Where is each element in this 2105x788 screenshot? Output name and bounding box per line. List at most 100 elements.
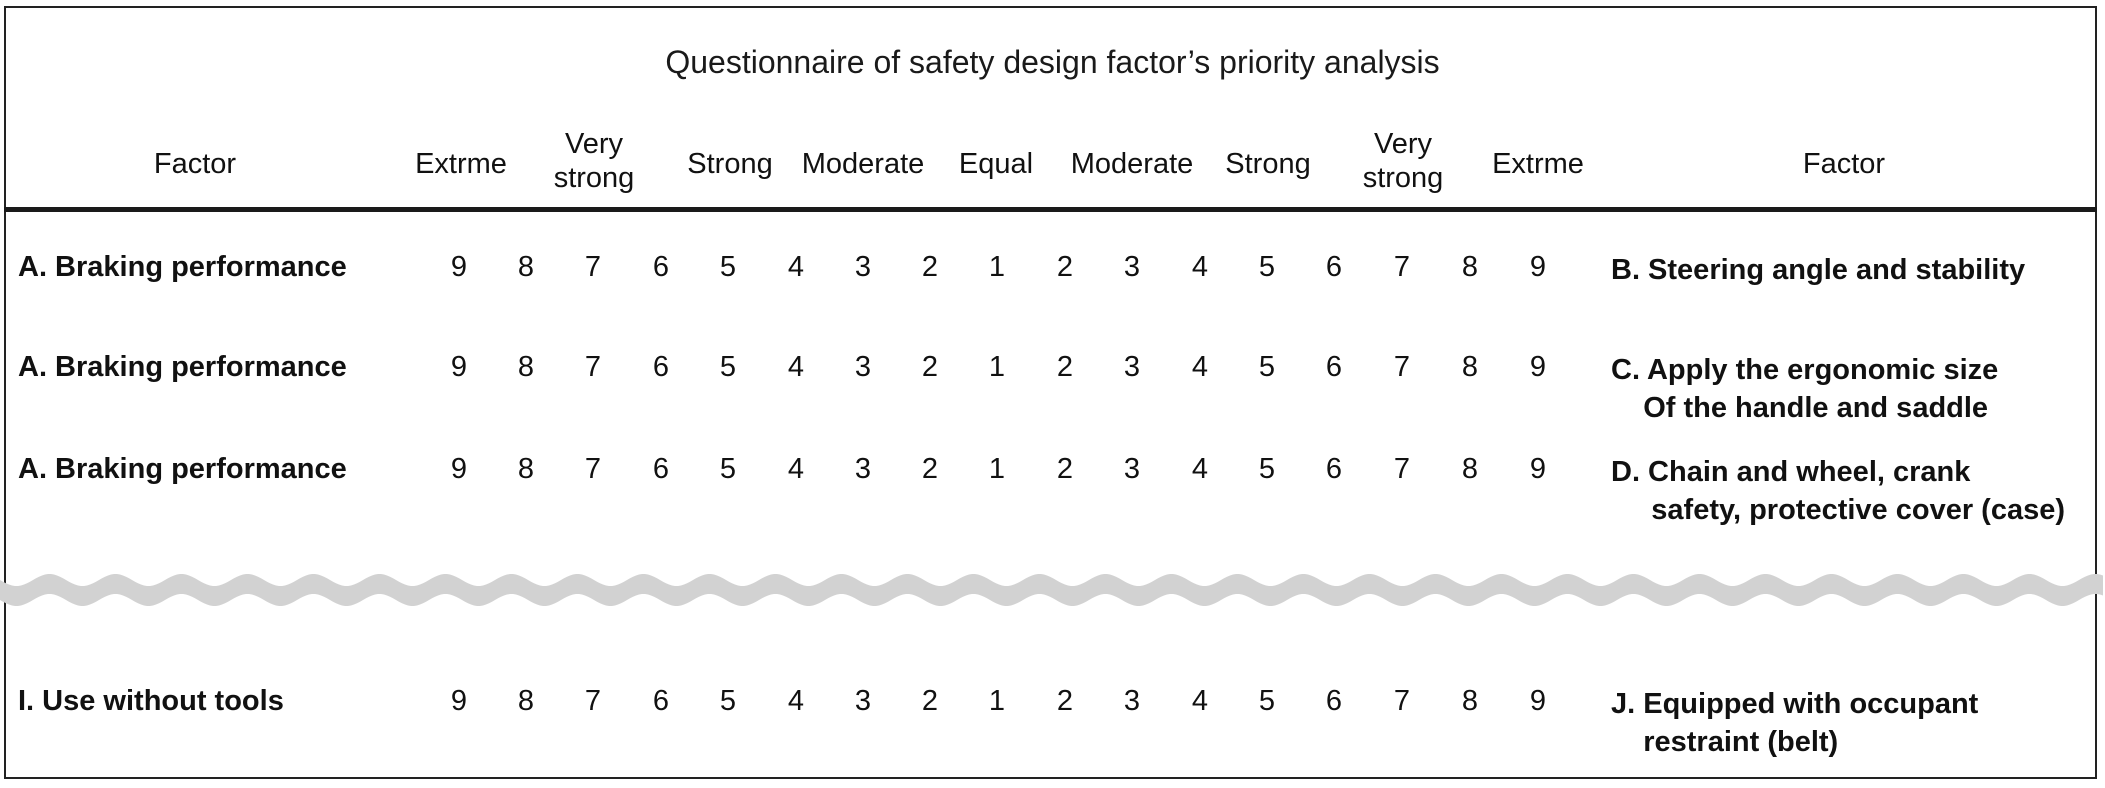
scale-number[interactable]: 6 bbox=[652, 351, 670, 383]
scale-number[interactable]: 7 bbox=[1393, 453, 1411, 485]
header-label-line1: Very bbox=[564, 128, 624, 160]
scale-number[interactable]: 2 bbox=[1056, 453, 1074, 485]
scale-number[interactable]: 3 bbox=[854, 251, 872, 283]
scale-number[interactable]: 6 bbox=[1325, 453, 1343, 485]
scale-number[interactable]: 9 bbox=[450, 351, 468, 383]
scale-number[interactable]: 3 bbox=[854, 351, 872, 383]
header-scale-moderate-left: Moderate bbox=[801, 148, 925, 180]
scale-number[interactable]: 8 bbox=[1461, 251, 1479, 283]
scale-number[interactable]: 6 bbox=[652, 685, 670, 717]
header-scale-extreme-left: Extrme bbox=[415, 148, 507, 180]
table-row: A. Braking performance 9 8 7 6 5 4 3 2 1… bbox=[0, 251, 2105, 331]
wave-band bbox=[0, 574, 2103, 606]
scale-number[interactable]: 2 bbox=[1056, 685, 1074, 717]
scale-number[interactable]: 8 bbox=[1461, 351, 1479, 383]
scale-number[interactable]: 4 bbox=[787, 685, 805, 717]
scale-number[interactable]: 4 bbox=[1191, 351, 1209, 383]
left-factor: A. Braking performance bbox=[18, 453, 347, 485]
scale-number[interactable]: 2 bbox=[1056, 351, 1074, 383]
scale-number[interactable]: 8 bbox=[517, 685, 535, 717]
scale-number[interactable]: 7 bbox=[584, 685, 602, 717]
header-scale-extreme-right: Extrme bbox=[1492, 148, 1584, 180]
scale-number[interactable]: 6 bbox=[1325, 685, 1343, 717]
right-factor: C. Apply the ergonomic size Of the handl… bbox=[1611, 354, 1999, 424]
table-row: A. Braking performance 9 8 7 6 5 4 3 2 1… bbox=[0, 453, 2105, 533]
left-factor: A. Braking performance bbox=[18, 351, 347, 383]
header-label-line2: strong bbox=[553, 162, 635, 194]
scale-number[interactable]: 9 bbox=[1529, 685, 1547, 717]
scale-number[interactable]: 7 bbox=[1393, 251, 1411, 283]
table-frame bbox=[4, 6, 2097, 779]
scale-number[interactable]: 6 bbox=[652, 251, 670, 283]
scale-number[interactable]: 9 bbox=[450, 453, 468, 485]
scale-number[interactable]: 5 bbox=[719, 453, 737, 485]
scale-number[interactable]: 3 bbox=[1123, 351, 1141, 383]
right-factor: B. Steering angle and stability bbox=[1611, 254, 2026, 286]
scale-number[interactable]: 8 bbox=[1461, 453, 1479, 485]
header-label-line1: Very bbox=[1373, 128, 1433, 160]
scale-number[interactable]: 4 bbox=[787, 453, 805, 485]
scale-number[interactable]: 3 bbox=[1123, 453, 1141, 485]
header-scale-strong-left: Strong bbox=[687, 148, 773, 180]
header-scale-very-strong-left: Very strong bbox=[554, 127, 635, 195]
header-factor-left: Factor bbox=[153, 148, 237, 180]
scale-number[interactable]: 4 bbox=[1191, 685, 1209, 717]
scale-number[interactable]: 5 bbox=[1258, 685, 1276, 717]
scale-number[interactable]: 3 bbox=[1123, 685, 1141, 717]
scale-number[interactable]: 6 bbox=[1325, 351, 1343, 383]
scale-number[interactable]: 9 bbox=[450, 251, 468, 283]
scale-number[interactable]: 9 bbox=[450, 685, 468, 717]
scale-number[interactable]: 8 bbox=[517, 251, 535, 283]
scale-number[interactable]: 3 bbox=[854, 453, 872, 485]
scale-number[interactable]: 7 bbox=[584, 351, 602, 383]
table-row: A. Braking performance 9 8 7 6 5 4 3 2 1… bbox=[0, 351, 2105, 431]
left-factor: A. Braking performance bbox=[18, 251, 347, 283]
table-row: I. Use without tools 9 8 7 6 5 4 3 2 1 2… bbox=[0, 685, 2105, 765]
scale-number[interactable]: 2 bbox=[1056, 251, 1074, 283]
scale-number[interactable]: 3 bbox=[854, 685, 872, 717]
scale-number[interactable]: 1 bbox=[988, 351, 1006, 383]
header-label-line2: strong bbox=[1362, 162, 1444, 194]
scale-number[interactable]: 5 bbox=[1258, 351, 1276, 383]
scale-number[interactable]: 9 bbox=[1529, 351, 1547, 383]
scale-number[interactable]: 7 bbox=[1393, 351, 1411, 383]
scale-number[interactable]: 4 bbox=[787, 351, 805, 383]
scale-number[interactable]: 7 bbox=[584, 251, 602, 283]
scale-number[interactable]: 6 bbox=[652, 453, 670, 485]
header-factor-right: Factor bbox=[1802, 148, 1886, 180]
scale-number[interactable]: 2 bbox=[921, 351, 939, 383]
scale-number[interactable]: 9 bbox=[1529, 251, 1547, 283]
scale-number[interactable]: 7 bbox=[1393, 685, 1411, 717]
scale-number[interactable]: 6 bbox=[1325, 251, 1343, 283]
scale-number[interactable]: 5 bbox=[719, 251, 737, 283]
header-divider bbox=[4, 207, 2097, 212]
header-scale-strong-right: Strong bbox=[1225, 148, 1311, 180]
scale-number[interactable]: 8 bbox=[517, 453, 535, 485]
scale-number[interactable]: 8 bbox=[1461, 685, 1479, 717]
scale-number[interactable]: 5 bbox=[1258, 251, 1276, 283]
scale-number[interactable]: 9 bbox=[1529, 453, 1547, 485]
omission-wave bbox=[0, 574, 2103, 606]
header-scale-moderate-right: Moderate bbox=[1070, 148, 1194, 180]
scale-number[interactable]: 5 bbox=[719, 685, 737, 717]
scale-number[interactable]: 1 bbox=[988, 685, 1006, 717]
header-scale-very-strong-right: Very strong bbox=[1363, 127, 1444, 195]
left-factor: I. Use without tools bbox=[18, 685, 284, 717]
scale-number[interactable]: 2 bbox=[921, 453, 939, 485]
scale-number[interactable]: 1 bbox=[988, 251, 1006, 283]
scale-number[interactable]: 8 bbox=[517, 351, 535, 383]
scale-number[interactable]: 4 bbox=[787, 251, 805, 283]
scale-number[interactable]: 7 bbox=[584, 453, 602, 485]
scale-number[interactable]: 1 bbox=[988, 453, 1006, 485]
right-factor: D. Chain and wheel, crank safety, protec… bbox=[1611, 456, 2066, 526]
scale-number[interactable]: 3 bbox=[1123, 251, 1141, 283]
scale-number[interactable]: 2 bbox=[921, 685, 939, 717]
header-scale-equal: Equal bbox=[958, 148, 1034, 180]
right-factor: J. Equipped with occupant restraint (bel… bbox=[1611, 688, 1979, 758]
scale-number[interactable]: 4 bbox=[1191, 251, 1209, 283]
scale-number[interactable]: 5 bbox=[1258, 453, 1276, 485]
scale-number[interactable]: 5 bbox=[719, 351, 737, 383]
scale-number[interactable]: 4 bbox=[1191, 453, 1209, 485]
questionnaire-title: Questionnaire of safety design factor’s … bbox=[665, 44, 1440, 80]
scale-number[interactable]: 2 bbox=[921, 251, 939, 283]
